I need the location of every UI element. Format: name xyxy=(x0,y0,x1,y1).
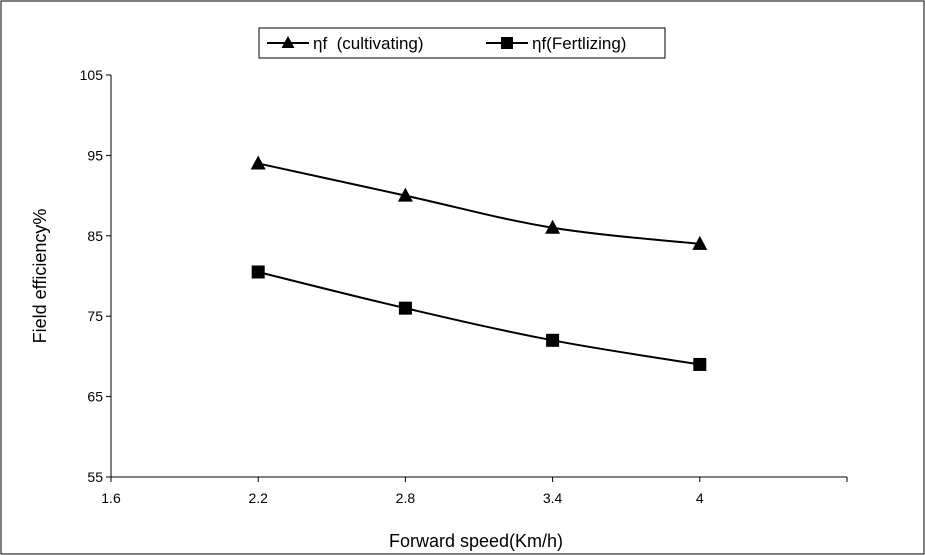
x-tick-label: 1.6 xyxy=(101,490,121,506)
x-tick-label: 4 xyxy=(696,490,704,506)
data-point-triangle xyxy=(250,155,266,170)
y-ticks: 55 65 75 85 95 105 xyxy=(80,67,111,485)
x-ticks: 1.6 2.2 2.8 3.4 4 xyxy=(101,477,848,506)
legend-label-fertlizing: ηf(Fertlizing) xyxy=(532,34,626,53)
y-tick-label: 105 xyxy=(80,67,104,83)
legend-label-cultivating: ηf (cultivating) xyxy=(313,34,424,53)
legend-triangle-icon xyxy=(281,36,295,48)
data-point-triangle xyxy=(397,187,413,202)
series-line-0 xyxy=(257,162,700,245)
y-tick-label: 85 xyxy=(87,228,103,244)
legend-box xyxy=(258,27,666,59)
series-line-1 xyxy=(257,271,700,366)
y-tick-label: 95 xyxy=(87,147,103,163)
y-axis-title: Field efficiency% xyxy=(30,209,50,344)
legend-square-icon xyxy=(501,37,513,49)
y-tick-label: 75 xyxy=(87,308,103,324)
data-point-triangle xyxy=(692,235,708,250)
y-tick-label: 65 xyxy=(87,389,103,405)
data-point-triangle xyxy=(545,219,561,234)
legend: ηf (cultivating) ηf(Fertlizing) xyxy=(258,27,666,59)
x-axis-title: Forward speed(Km/h) xyxy=(389,531,563,551)
x-tick-label: 3.4 xyxy=(543,490,563,506)
x-tick-label: 2.8 xyxy=(396,490,416,506)
data-point-square xyxy=(398,301,412,315)
series-layer xyxy=(250,155,708,371)
data-point-square xyxy=(693,357,707,371)
y-tick-label: 55 xyxy=(87,469,103,485)
data-point-square xyxy=(546,333,560,347)
x-tick-label: 2.2 xyxy=(248,490,268,506)
axes xyxy=(110,75,847,478)
data-point-square xyxy=(251,265,265,279)
